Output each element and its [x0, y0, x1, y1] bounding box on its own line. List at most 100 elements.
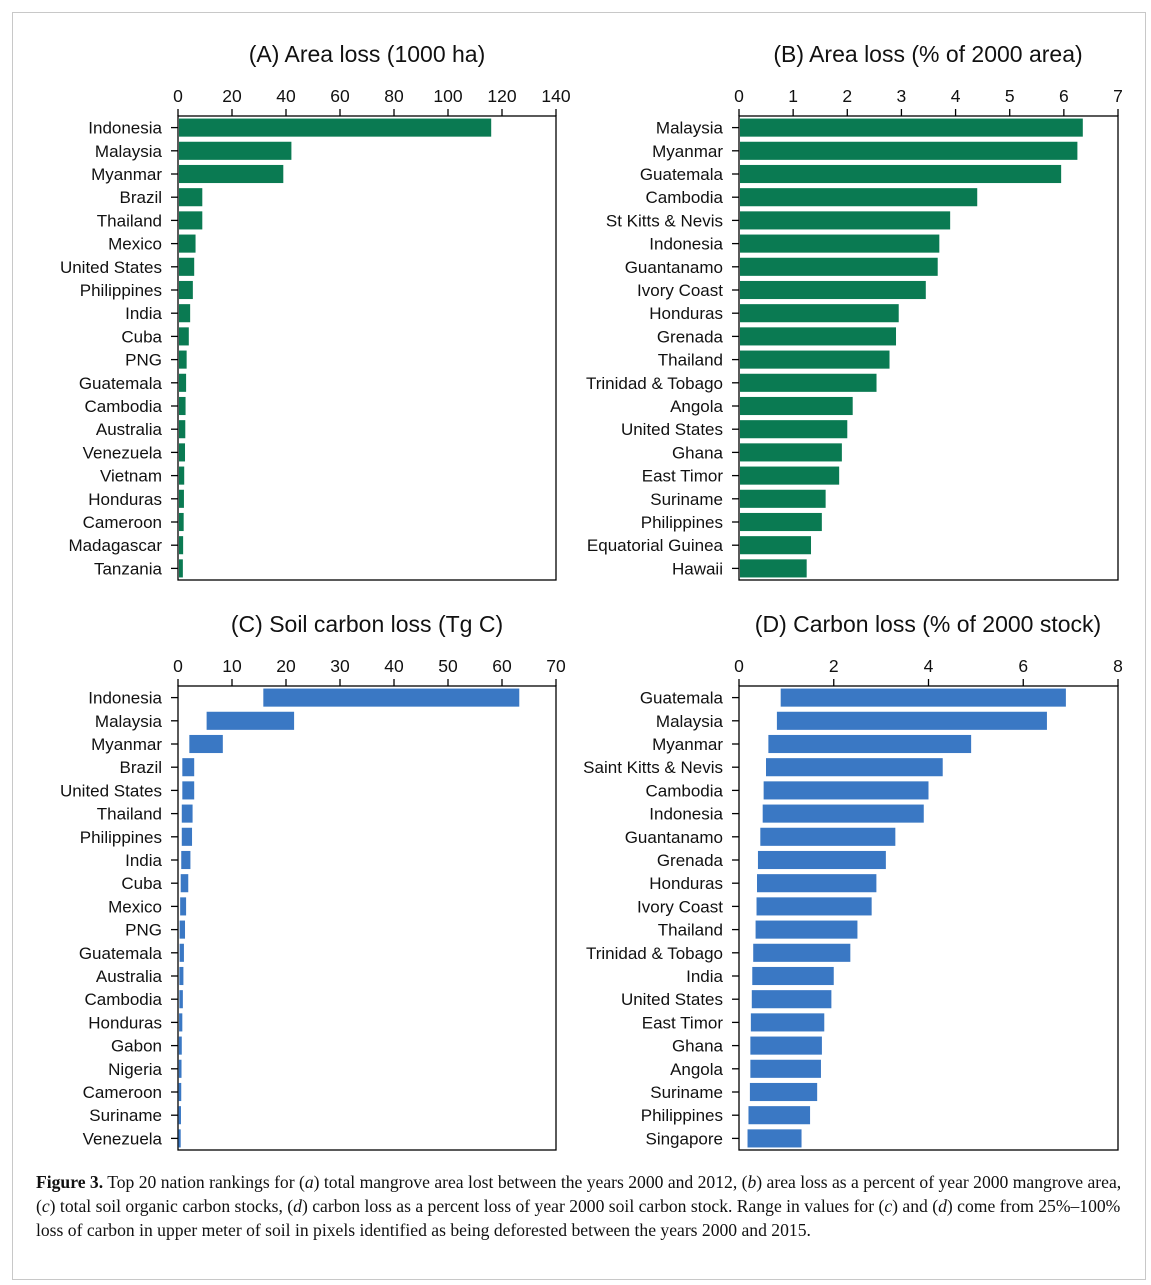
x-tick-label: 8: [1113, 656, 1123, 676]
category-label: Venezuela: [83, 1129, 163, 1148]
category-label: Tanzania: [94, 559, 163, 578]
bar: [179, 1013, 183, 1032]
caption-part: ) come from 25%–100% loss of carbon in u…: [36, 1196, 1121, 1240]
bar: [740, 141, 1078, 160]
bar: [180, 897, 187, 916]
category-label: Cameroon: [83, 513, 162, 532]
panel-d-carbon-loss-percent: (D) Carbon loss (% of 2000 stock) 0 2 4 6 8 Gu…: [583, 611, 1123, 1151]
bar: [178, 1059, 182, 1078]
category-label: Indonesia: [649, 235, 723, 254]
category-label: St Kitts & Nevis: [606, 211, 723, 230]
bar: [178, 1082, 182, 1102]
bar: [752, 966, 834, 986]
bar: [740, 350, 890, 369]
x-tick-label: 40: [276, 86, 296, 106]
x-tick-label: 0: [173, 656, 183, 676]
category-label: East Timor: [642, 1013, 724, 1032]
category-label: Indonesia: [649, 805, 723, 824]
bar: [749, 1082, 818, 1102]
bar: [179, 396, 186, 416]
category-label: Ivory Coast: [637, 281, 723, 300]
caption-part: ) total soil organic carbon stocks, (: [49, 1196, 294, 1216]
category-label: Malaysia: [656, 119, 724, 138]
category-label: Cambodia: [646, 188, 724, 207]
category-label: India: [686, 967, 723, 986]
category-label: Cuba: [121, 327, 162, 346]
category-label: Thailand: [658, 921, 723, 940]
bar: [206, 711, 295, 730]
bar: [757, 874, 877, 893]
bar: [760, 827, 896, 846]
x-tick-label: 0: [734, 86, 744, 106]
category-label: Philippines: [80, 828, 162, 847]
category-label: United States: [621, 990, 723, 1009]
bar: [740, 164, 1062, 184]
bar: [182, 758, 195, 777]
category-label: Suriname: [650, 490, 723, 509]
caption-part: ) and (: [892, 1196, 939, 1216]
bar: [780, 688, 1066, 707]
x-tick-label: 5: [1005, 86, 1015, 106]
x-tick-label: 40: [384, 656, 404, 676]
category-label: Guantanamo: [625, 258, 723, 277]
category-label: Ghana: [672, 443, 724, 462]
caption-part: c: [41, 1196, 50, 1216]
x-tick-label: 3: [897, 86, 907, 106]
category-label: Venezuela: [83, 443, 163, 462]
x-tick-label: 6: [1018, 656, 1028, 676]
category-label: Ghana: [672, 1037, 724, 1056]
x-tick-label: 120: [487, 86, 516, 106]
category-label: India: [125, 304, 162, 323]
category-label: Mexico: [108, 897, 162, 916]
category-label: Thailand: [658, 351, 723, 370]
chart-title: (D) Carbon loss (% of 2000 stock): [755, 611, 1101, 637]
bar: [179, 327, 189, 346]
bar: [179, 211, 203, 230]
x-tick-label: 60: [492, 656, 512, 676]
bar: [757, 850, 886, 870]
category-label: Myanmar: [91, 165, 162, 184]
category-label: Philippines: [641, 1106, 723, 1125]
bar: [178, 1106, 181, 1125]
bar: [179, 304, 191, 323]
bar: [740, 559, 807, 578]
category-label: Saint Kitts & Nevis: [583, 758, 723, 777]
x-tick-label: 7: [1113, 86, 1123, 106]
bar: [740, 443, 842, 462]
caption-part: b: [747, 1172, 757, 1192]
category-label: Philippines: [80, 281, 162, 300]
category-label: Nigeria: [108, 1060, 162, 1079]
bar: [179, 188, 203, 207]
caption-part: d: [938, 1196, 947, 1216]
bar: [179, 966, 184, 986]
caption-label: Figure 3.: [36, 1172, 104, 1192]
bar: [740, 327, 897, 346]
category-label: Honduras: [649, 874, 723, 893]
category-label: Cuba: [121, 874, 162, 893]
bar: [750, 1059, 821, 1078]
bar: [740, 304, 899, 323]
x-tick-label: 70: [546, 656, 566, 676]
x-tick-label: 60: [330, 86, 350, 106]
x-tick-label: 4: [951, 86, 961, 106]
category-label: Grenada: [657, 327, 724, 346]
bar: [740, 211, 951, 230]
bar: [766, 758, 943, 777]
bar: [740, 188, 978, 207]
category-label: United States: [621, 420, 723, 439]
category-label: Indonesia: [88, 119, 162, 138]
bar: [768, 734, 972, 754]
category-label: Malaysia: [656, 712, 724, 731]
x-tick-label: 10: [222, 656, 242, 676]
category-label: Indonesia: [88, 689, 162, 708]
category-label: Malaysia: [95, 142, 163, 161]
category-label: Ivory Coast: [637, 897, 723, 916]
category-label: Myanmar: [91, 735, 162, 754]
category-label: East Timor: [642, 467, 724, 486]
category-label: Brazil: [119, 188, 162, 207]
bar: [740, 489, 826, 508]
bar: [750, 1036, 822, 1055]
category-label: PNG: [125, 351, 162, 370]
category-label: Singapore: [645, 1129, 723, 1148]
x-tick-label: 2: [842, 86, 852, 106]
